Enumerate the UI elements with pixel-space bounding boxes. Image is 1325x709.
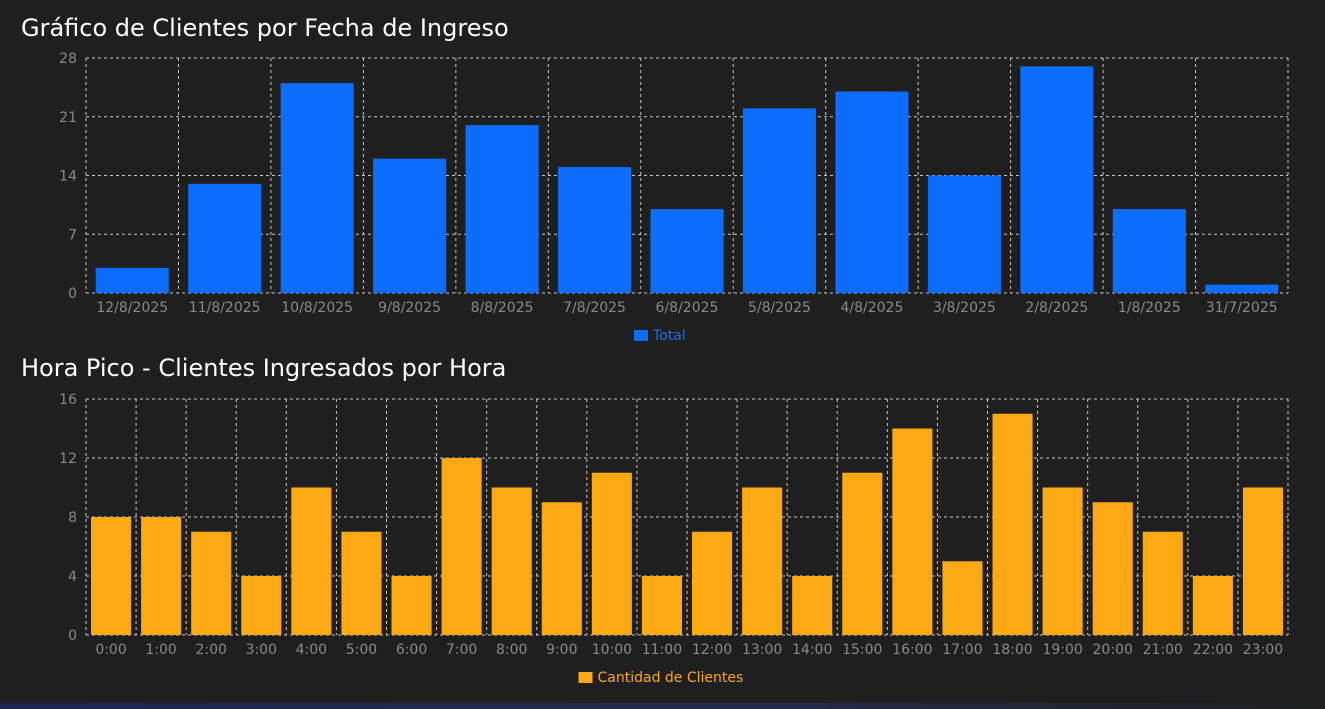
legend-swatch: [578, 672, 593, 683]
x-tick-label: 3/8/2025: [933, 300, 996, 316]
bar-12/8/2025: [95, 267, 169, 293]
bar-2/8/2025: [1020, 66, 1094, 294]
x-tick-label: 8/8/2025: [471, 300, 534, 316]
y-tick-label: 8: [68, 510, 77, 526]
bar-0:00: [91, 517, 132, 635]
x-tick-label: 10:00: [592, 642, 632, 658]
bar-8:00: [491, 487, 532, 635]
chart-1-title: Gráfico de Clientes por Fecha de Ingreso: [21, 14, 509, 42]
chart-2-title: Hora Pico - Clientes Ingresados por Hora: [21, 354, 507, 382]
y-tick-label: 28: [59, 51, 77, 67]
bar-9:00: [541, 502, 582, 635]
x-tick-label: 19:00: [1042, 642, 1082, 658]
legend-label: Cantidad de Clientes: [598, 670, 744, 686]
x-tick-label: 7:00: [446, 642, 477, 658]
x-tick-label: 11/8/2025: [189, 300, 261, 316]
x-tick-label: 1/8/2025: [1118, 300, 1181, 316]
x-tick-label: 10/8/2025: [281, 300, 353, 316]
bar-18:00: [992, 413, 1033, 635]
bar-14:00: [792, 576, 833, 635]
bar-5/8/2025: [742, 108, 816, 293]
x-tick-label: 2/8/2025: [1025, 300, 1088, 316]
x-tick-label: 11:00: [642, 642, 682, 658]
bar-16:00: [892, 428, 933, 635]
y-tick-label: 16: [59, 392, 77, 408]
grid: [85, 398, 1289, 636]
bar-11/8/2025: [188, 183, 262, 293]
y-tick-label: 12: [59, 451, 77, 467]
x-tick-label: 4:00: [296, 642, 327, 658]
bar-3:00: [241, 576, 282, 635]
bar-23:00: [1242, 487, 1283, 635]
x-tick-label: 7/8/2025: [563, 300, 626, 316]
x-tick-label: 14:00: [792, 642, 832, 658]
x-tick-label: 12/8/2025: [96, 300, 168, 316]
legend: Total: [634, 328, 686, 344]
x-tick-label: 5/8/2025: [748, 300, 811, 316]
y-tick-label: 14: [59, 169, 77, 185]
y-tick-label: 7: [68, 227, 77, 243]
x-tick-label: 8:00: [496, 642, 527, 658]
bar-1/8/2025: [1112, 209, 1186, 293]
bar-10/8/2025: [280, 83, 354, 293]
bar-9/8/2025: [373, 158, 447, 293]
x-tick-label: 6:00: [396, 642, 427, 658]
legend: Cantidad de Clientes: [578, 670, 744, 686]
x-tick-label: 15:00: [842, 642, 882, 658]
x-tick-label: 0:00: [95, 642, 126, 658]
bar-13:00: [742, 487, 783, 635]
x-tick-label: 4/8/2025: [840, 300, 903, 316]
x-tick-label: 9:00: [546, 642, 577, 658]
chart-1-dates: 0 7 14 21 28 12/8/2025 11/8/2025 10/8/2025 9/8/2…: [59, 51, 1289, 344]
x-tick-label: 6/8/2025: [656, 300, 719, 316]
x-tick-label: 12:00: [692, 642, 732, 658]
bar-11:00: [641, 576, 682, 635]
x-tick-label: 2:00: [195, 642, 226, 658]
bar-4/8/2025: [835, 91, 909, 293]
bar-21:00: [1142, 531, 1183, 635]
bar-5:00: [341, 531, 382, 635]
bar-10:00: [591, 472, 632, 635]
bar-12:00: [692, 531, 733, 635]
bar-2:00: [191, 531, 232, 635]
bar-19:00: [1042, 487, 1083, 635]
bar-8/8/2025: [465, 125, 539, 294]
bar-7/8/2025: [558, 167, 632, 293]
legend-swatch: [634, 330, 648, 341]
bar-6:00: [391, 576, 432, 635]
bottom-strip: [0, 703, 1325, 709]
y-tick-label: 21: [59, 110, 77, 126]
legend-label: Total: [652, 328, 686, 344]
bar-31/7/2025: [1205, 284, 1279, 293]
bar-6/8/2025: [650, 209, 724, 293]
x-tick-label: 13:00: [742, 642, 782, 658]
x-tick-label: 21:00: [1143, 642, 1183, 658]
x-tick-label: 31/7/2025: [1206, 300, 1278, 316]
y-tick-label: 0: [68, 628, 77, 644]
bar-17:00: [942, 561, 983, 635]
y-tick-label: 4: [68, 569, 77, 585]
x-tick-label: 23:00: [1243, 642, 1283, 658]
x-tick-label: 17:00: [942, 642, 982, 658]
x-tick-label: 5:00: [346, 642, 377, 658]
bar-22:00: [1192, 576, 1233, 635]
x-tick-label: 16:00: [892, 642, 932, 658]
bar-20:00: [1092, 502, 1133, 635]
x-tick-label: 9/8/2025: [378, 300, 441, 316]
x-tick-label: 22:00: [1193, 642, 1233, 658]
bar-15:00: [842, 472, 883, 635]
x-tick-label: 20:00: [1093, 642, 1133, 658]
bar-3/8/2025: [927, 175, 1001, 293]
y-tick-label: 0: [68, 286, 77, 302]
x-tick-label: 18:00: [992, 642, 1032, 658]
bar-1:00: [141, 517, 182, 635]
bar-4:00: [291, 487, 332, 635]
bar-7:00: [441, 458, 482, 635]
x-tick-label: 1:00: [145, 642, 176, 658]
x-tick-label: 3:00: [246, 642, 277, 658]
